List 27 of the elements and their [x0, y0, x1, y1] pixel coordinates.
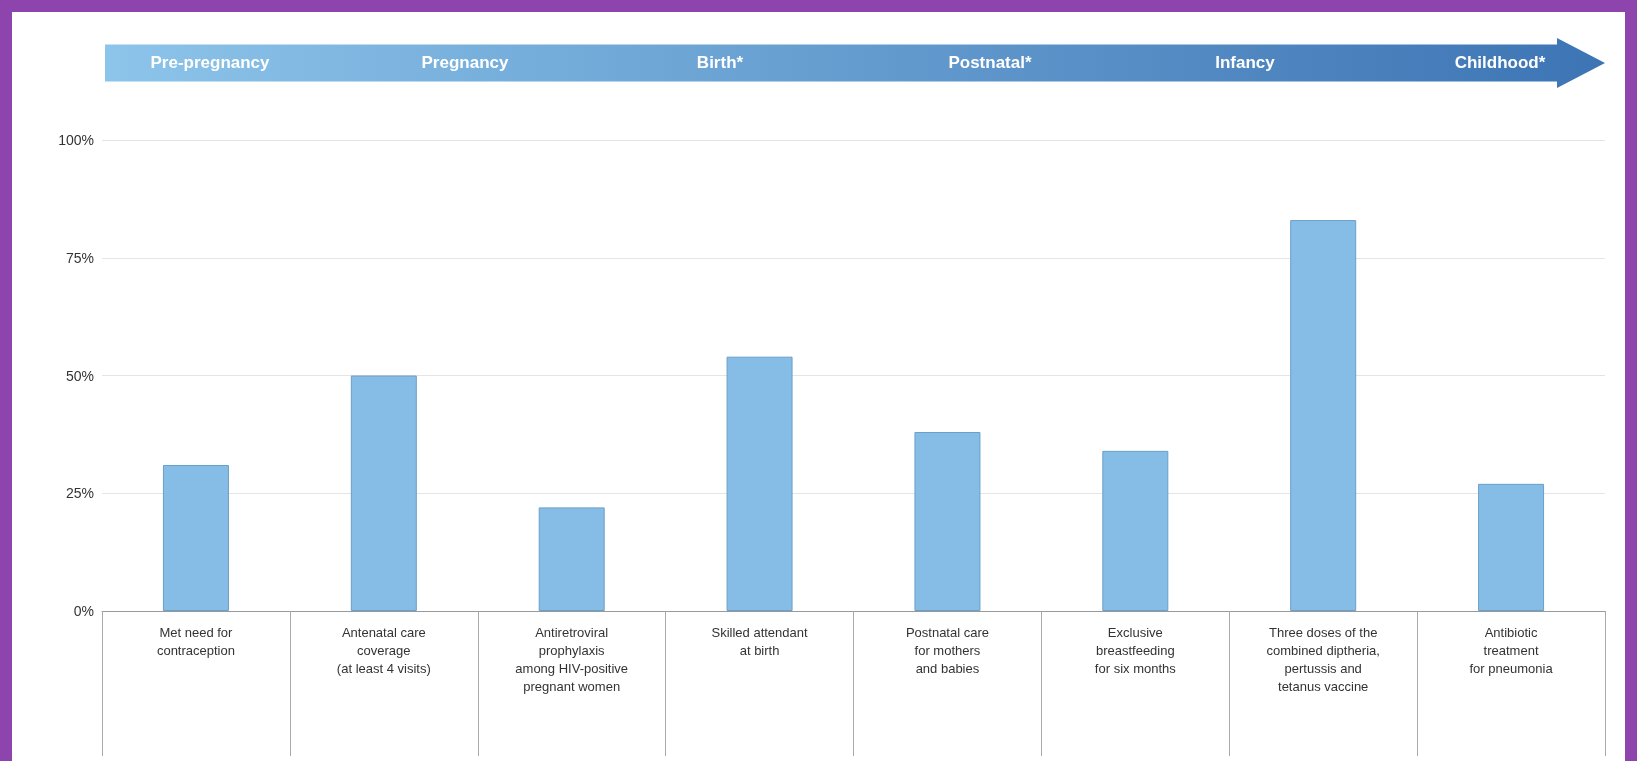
text: Infancy — [1215, 53, 1275, 73]
text: Pregnancy — [421, 53, 509, 73]
bar — [914, 432, 981, 611]
bar — [1290, 220, 1357, 611]
text: Childhood* — [1454, 53, 1546, 73]
bar — [726, 356, 793, 611]
bar — [162, 464, 229, 611]
text: Birth* — [696, 53, 744, 73]
x-tick-label: Antibiotic treatment for pneumonia — [1469, 624, 1554, 676]
y-tick-label: 0% — [73, 603, 94, 619]
text: Pre-pregnancy — [150, 53, 270, 73]
y-tick-label: 25% — [65, 485, 94, 502]
text: Postnatal* — [948, 53, 1032, 73]
bar — [1478, 483, 1545, 611]
y-tick-label: 75% — [65, 249, 94, 266]
x-tick-label: Postnatal care for mothers and babies — [905, 624, 989, 676]
y-tick-label: 50% — [65, 367, 94, 384]
x-tick-label: Antiretroviral prophylaxis among HIV-positive pregnant women — [515, 624, 629, 694]
y-tick-label: 100% — [58, 132, 94, 148]
x-tick-label: Met need for contraception — [156, 624, 235, 658]
bar — [1102, 450, 1169, 611]
x-tick-label: Skilled attendant at birth — [711, 624, 809, 658]
x-tick-label: Antenatal care coverage (at least 4 visits) — [336, 624, 431, 676]
x-tick-label: Three doses of the combined diptheria, pertussis and tetanus vaccine — [1266, 624, 1380, 694]
x-tick-label: Exclusive breastfeeding for six months — [1094, 624, 1177, 676]
bar — [538, 507, 605, 611]
bar — [350, 375, 417, 611]
